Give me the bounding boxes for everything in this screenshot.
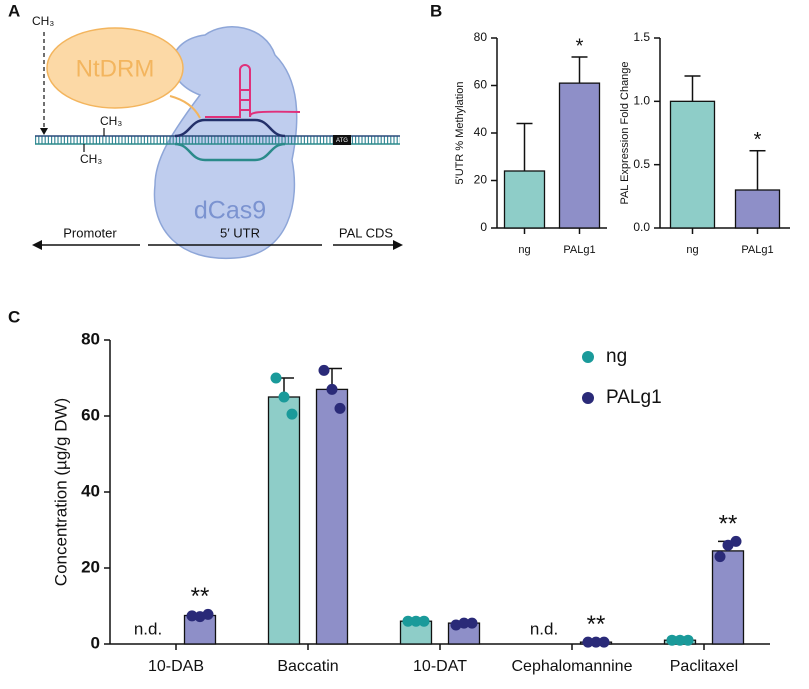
guide-rna [239, 64, 251, 80]
data-point [186, 610, 198, 622]
x-tick-label: ng [686, 244, 698, 256]
y-tick-label: 0 [480, 220, 487, 234]
data-point [598, 636, 610, 648]
diagram: ATG NtDRM dCas9 CH₃ CH₃ CH₃ Promoter 5′ … [32, 14, 403, 260]
bar [315, 388, 349, 645]
bar [503, 170, 546, 229]
bar [669, 100, 716, 229]
y-axis-label: PAL Expression Fold Change [619, 61, 631, 204]
linker [169, 95, 201, 119]
x-tick-label: PALg1 [741, 244, 773, 256]
methyl-label: CH₃ [80, 152, 102, 166]
data-point [194, 611, 206, 623]
atg-box [333, 135, 351, 145]
x-tick-label: Cephalomannine [512, 658, 633, 675]
region-label: PAL CDS [339, 225, 394, 240]
x-tick-label: Baccatin [277, 658, 338, 675]
y-tick-label: 1.5 [633, 30, 650, 44]
data-point [714, 551, 726, 563]
guide-rna [205, 70, 301, 118]
y-tick-label: 0.5 [633, 157, 650, 171]
arrowhead [32, 240, 42, 250]
region-label: 5′ UTR [220, 225, 260, 240]
data-point [590, 636, 602, 648]
legend-marker [582, 351, 594, 363]
data-point [458, 617, 470, 629]
arrowhead [40, 128, 48, 135]
dcas9-label: dCas9 [194, 197, 266, 225]
data-point [402, 615, 414, 627]
value-label: n.d. [134, 619, 162, 638]
dcas9-shape [153, 26, 298, 260]
bar [558, 82, 601, 229]
significance: ** [191, 583, 210, 610]
x-tick-label: 10-DAT [413, 658, 467, 675]
panel-label: A [8, 1, 20, 20]
legend-marker [582, 392, 594, 404]
y-tick-label: 80 [474, 30, 488, 44]
y-axis-label: 5′UTR % Methylation [454, 82, 466, 185]
data-point [278, 391, 290, 403]
legend-label: ng [606, 346, 627, 367]
y-tick-label: 80 [81, 329, 100, 348]
data-point [318, 364, 330, 376]
significance: ** [587, 611, 606, 638]
panel-label: C [8, 307, 20, 326]
significance: ** [719, 511, 738, 538]
significance: * [576, 35, 584, 57]
y-tick-label: 0.0 [633, 220, 650, 234]
panel-label: B [430, 1, 442, 20]
atg-label: ATG [336, 138, 348, 144]
y-tick-label: 20 [81, 557, 100, 576]
region-label: Promoter [63, 225, 117, 240]
data-point [666, 634, 678, 646]
data-point [466, 617, 478, 629]
data-point [326, 383, 338, 395]
y-tick-label: 60 [81, 405, 100, 424]
y-tick-label: 40 [474, 125, 488, 139]
methyl-label: CH₃ [32, 14, 54, 28]
y-tick-label: 1.0 [633, 94, 650, 108]
bar [267, 396, 301, 645]
data-point [682, 634, 694, 646]
data-point [674, 634, 686, 646]
data-point [410, 615, 422, 627]
target-strand [174, 118, 286, 138]
value-label: n.d. [530, 619, 558, 638]
ntdrm-label: NtDRM [76, 55, 155, 82]
legend-label: PALg1 [606, 387, 662, 408]
y-tick-label: 40 [81, 481, 100, 500]
ntdrm-shape [46, 27, 184, 109]
x-tick-label: ng [518, 244, 530, 256]
arrowhead [393, 240, 403, 250]
nontarget-strand [174, 142, 286, 162]
data-point [334, 402, 346, 414]
x-tick-label: 10-DAB [148, 658, 204, 675]
y-tick-label: 20 [474, 173, 488, 187]
x-tick-label: PALg1 [563, 244, 595, 256]
data-point [418, 615, 430, 627]
y-tick-label: 0 [91, 633, 100, 652]
y-tick-label: 60 [474, 78, 488, 92]
x-tick-label: Paclitaxel [670, 658, 738, 675]
data-point [270, 372, 282, 384]
y-axis-label: Concentration (µg/g DW) [51, 398, 70, 586]
data-point [286, 408, 298, 420]
methyl-label: CH₃ [100, 114, 122, 128]
significance: * [754, 129, 762, 151]
bar [711, 550, 745, 645]
data-point [582, 636, 594, 648]
bar [734, 189, 781, 229]
data-point [722, 539, 734, 551]
